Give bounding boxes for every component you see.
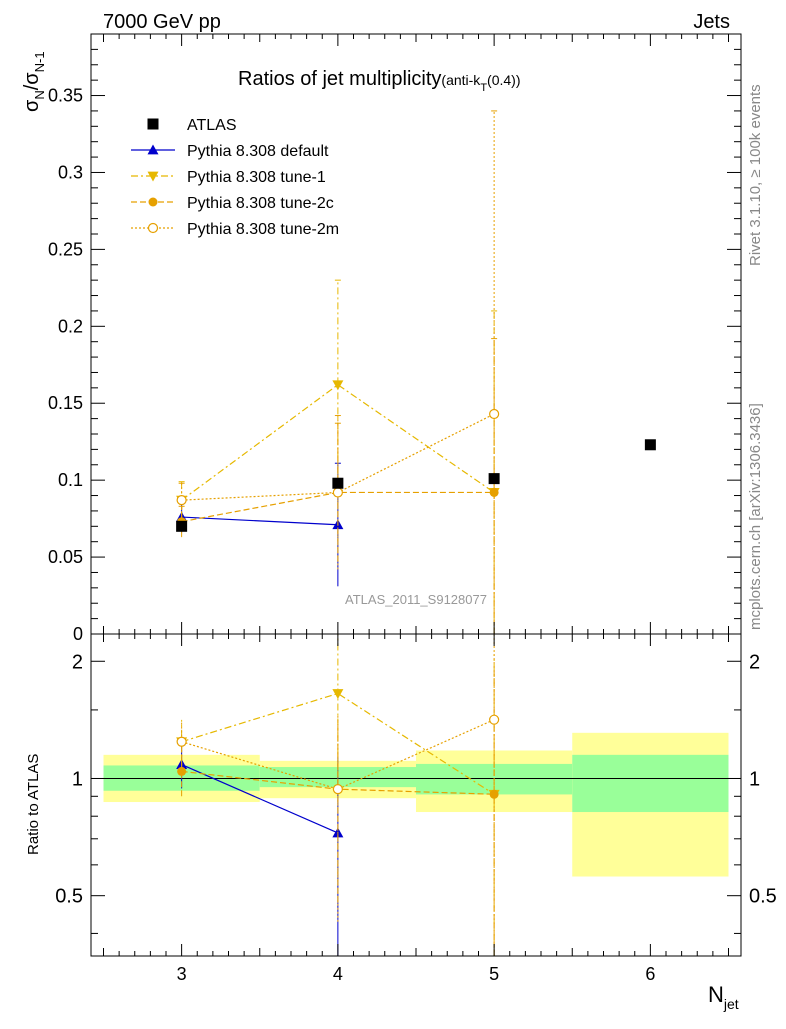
data-point-3: [644, 439, 656, 451]
data-point-0: [176, 520, 188, 532]
y-tick-label-main-6: 0.3: [58, 162, 83, 182]
y-tick-label-main-1: 0.05: [48, 547, 83, 567]
rivet-label: Rivet 3.1.10, ≥ 100k events: [747, 84, 764, 266]
legend-item-3: Pythia 8.308 tune-2c: [131, 195, 334, 212]
band-inner-3: [572, 754, 729, 813]
legend-item-2: Pythia 8.308 tune-1: [131, 169, 326, 186]
legend-item-4: Pythia 8.308 tune-2m: [131, 221, 339, 238]
chart-title: Ratios of jet multiplicity(anti-kT(0.4)): [238, 68, 521, 94]
y-tick-label-main-7: 0.35: [48, 86, 83, 106]
series-point-3-0: [176, 495, 187, 506]
mc-series: [176, 110, 500, 956]
x-tick-label-1: 4: [333, 964, 343, 984]
legend-marker-3: [148, 197, 158, 207]
y-tick-label-ratio-1: 1: [72, 768, 83, 790]
legend-marker-1: [147, 144, 159, 155]
legend-marker-0: [147, 118, 159, 130]
legend-marker-4: [147, 222, 159, 234]
svg-text:σN/σN-1: σN/σN-1: [21, 51, 47, 112]
series-line-1: [181, 384, 495, 501]
series-ratio-point-3-1: [332, 784, 343, 795]
y-tick-label-main-3: 0.15: [48, 393, 83, 413]
y-axis-label-main: σN/σN-1: [21, 51, 47, 112]
series-ratio-point-1-1: [332, 689, 344, 699]
legend-label-2: Pythia 8.308 tune-1: [187, 169, 326, 186]
y-tick-label-main-0: 0: [73, 624, 83, 644]
mcplots-label: mcplots.cern.ch [arXiv:1306.3436]: [747, 403, 764, 630]
y-axis-label-ratio: Ratio to ATLAS: [25, 754, 42, 855]
legend-label-3: Pythia 8.308 tune-2c: [187, 195, 334, 212]
header-right-label: Jets: [693, 11, 730, 33]
legend-label-4: Pythia 8.308 tune-2m: [187, 221, 339, 238]
series-3: [176, 110, 500, 956]
data-points: [176, 439, 656, 532]
series-ratio-point-3-0: [176, 736, 187, 747]
analysis-watermark: ATLAS_2011_S9128077: [345, 592, 487, 607]
series-point-3-1: [332, 487, 343, 498]
legend-marker-2: [147, 171, 159, 182]
series-ratio-point-2-0: [177, 766, 187, 776]
series-ratio-line-0: [181, 764, 339, 834]
legend-item-0: ATLAS: [147, 117, 237, 134]
series-ratio-point-3-2: [489, 714, 500, 725]
chart-title-end: (0.4)): [487, 72, 520, 88]
series-ratio-line-1: [181, 692, 495, 795]
series-line-0: [181, 516, 338, 526]
chart-title-suffix: (anti-k: [441, 72, 481, 88]
y-tick-label-main-5: 0.25: [48, 239, 83, 259]
series-ratio-line-3: [181, 719, 495, 790]
y-tick-label-main-4: 0.2: [58, 316, 83, 336]
legend-label-1: Pythia 8.308 default: [187, 143, 329, 160]
x-tick-label-0: 3: [177, 964, 187, 984]
x-tick-label-3: 6: [645, 964, 655, 984]
y-tick-label-main-2: 0.1: [58, 470, 83, 490]
data-point-2: [488, 473, 500, 485]
header-left-label: 7000 GeV pp: [103, 11, 221, 33]
legend: ATLAS Pythia 8.308 default Pythia 8.308 tu…: [131, 117, 339, 238]
data-point-1: [332, 477, 344, 489]
y-tick-label-ratio-0: 0.5: [55, 886, 83, 908]
y-tick-label-ratio-right-0: 0.5: [749, 886, 777, 908]
series-0: [176, 462, 344, 956]
y-tick-label-ratio-2: 2: [72, 651, 83, 673]
chart-title-sub: T: [480, 82, 487, 94]
y-tick-label-ratio-right-1: 1: [749, 768, 760, 790]
series-point-3-2: [489, 408, 500, 420]
legend-item-1: Pythia 8.308 default: [131, 143, 329, 160]
x-tick-label-2: 5: [489, 964, 499, 984]
axes: 3 4 5 6 0 0.05 0.1 0.15 0.2 0.25 0.3 0.35 0.5 0.5 1 1 2 2: [48, 33, 777, 984]
y-tick-label-ratio-right-2: 2: [749, 651, 760, 673]
legend-label-0: ATLAS: [187, 117, 237, 134]
x-axis-label: Njet: [708, 982, 739, 1012]
series-point-1-1: [332, 380, 344, 391]
